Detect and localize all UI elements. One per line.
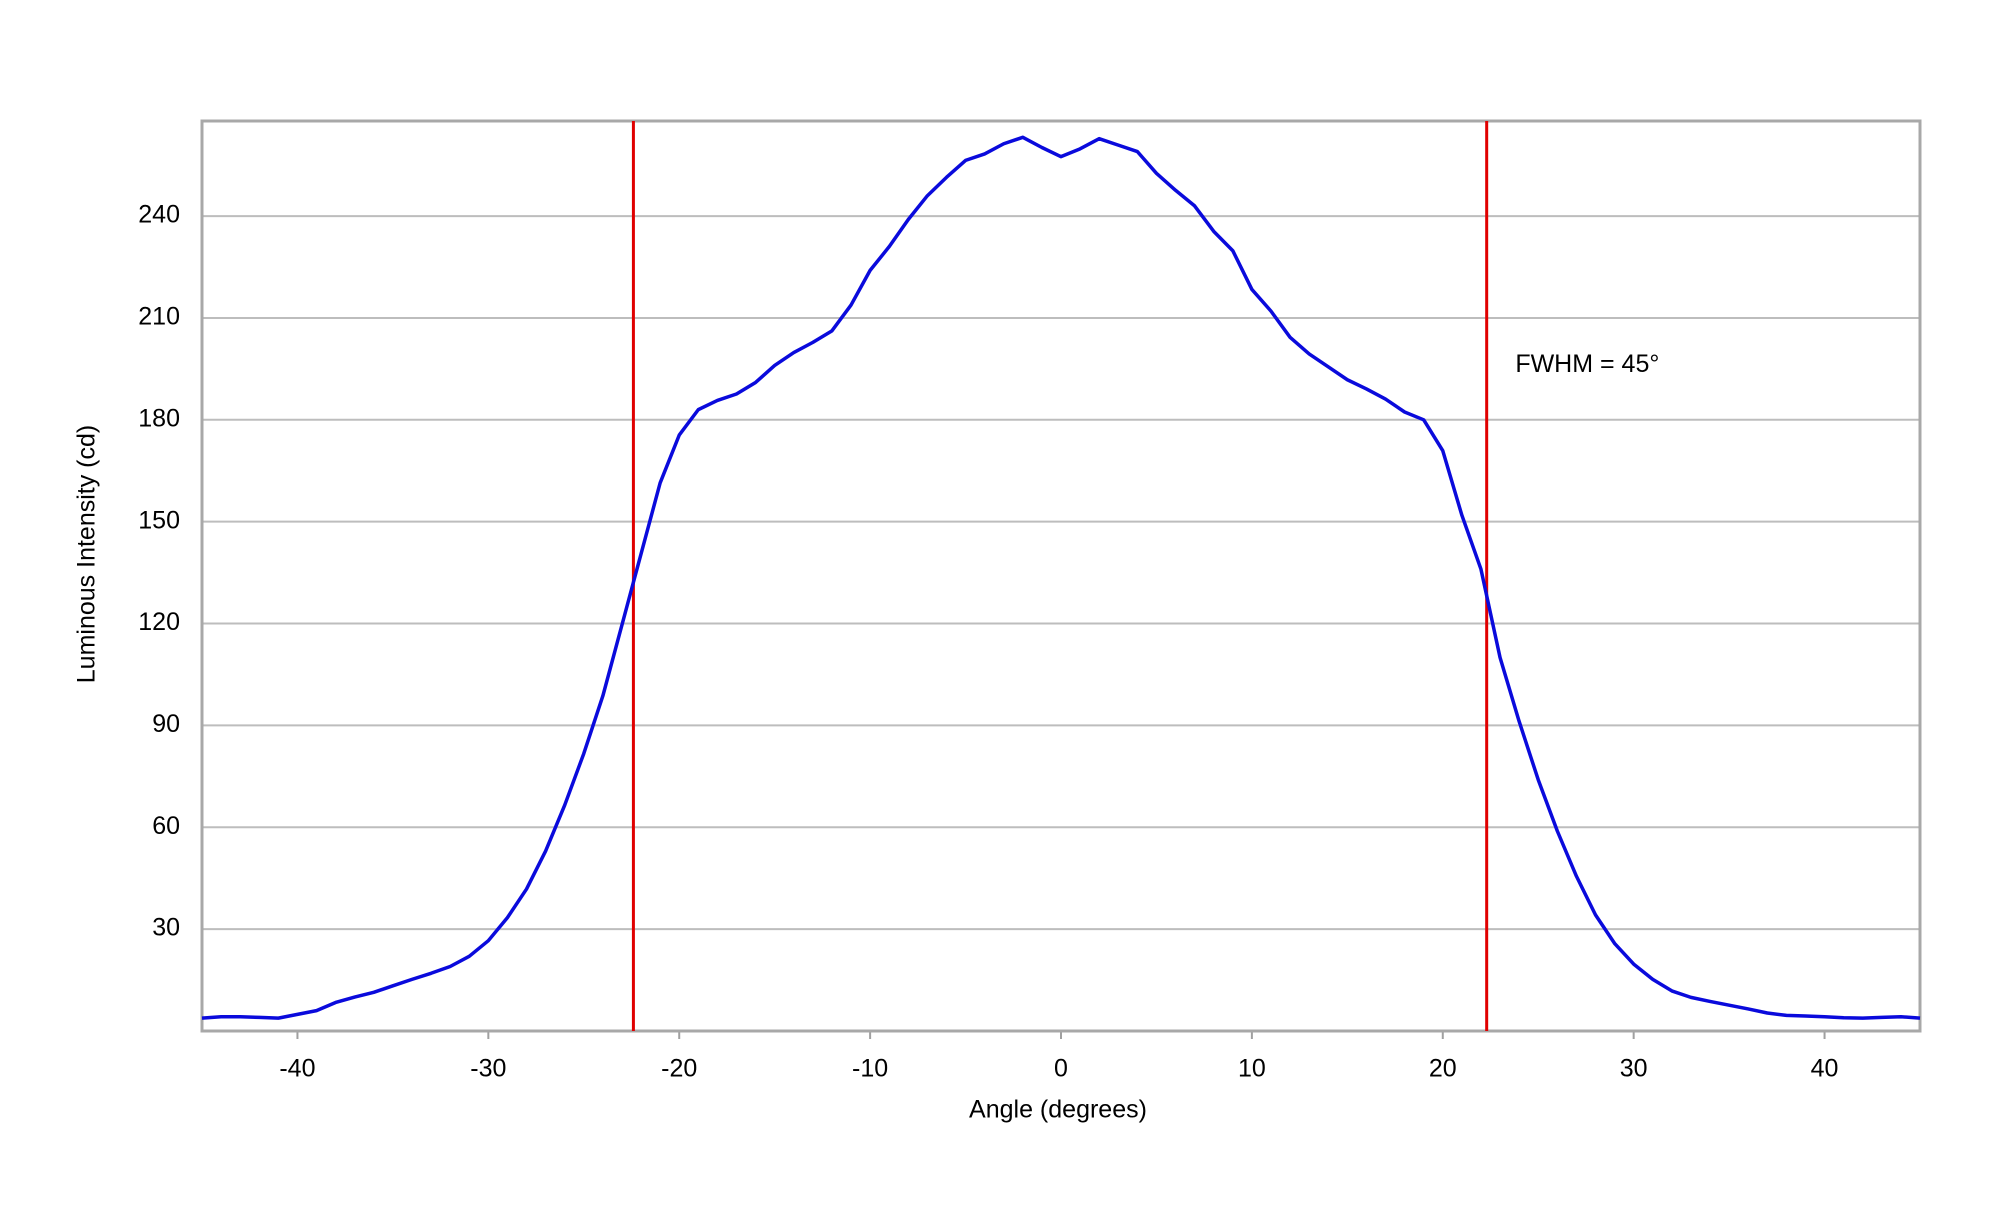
x-tick-label: -30 (470, 1055, 506, 1083)
x-tick-label: -40 (279, 1055, 315, 1083)
annotation: FWHM = 45° (1515, 350, 1659, 378)
x-axis-label: Angle (degrees) (969, 1096, 1147, 1124)
y-tick-label: 210 (138, 303, 180, 331)
y-tick-label: 60 (152, 812, 180, 840)
y-tick-label: 180 (138, 404, 180, 432)
x-tick-label: 40 (1811, 1055, 1839, 1083)
x-tick-label: 0 (1054, 1055, 1068, 1083)
x-tick-label: 20 (1429, 1055, 1457, 1083)
x-tick-label: -20 (661, 1055, 697, 1083)
data-line (201, 135, 1921, 1020)
x-tick-label: -10 (852, 1055, 888, 1083)
y-tick-label: 120 (138, 608, 180, 636)
y-tick-label: 30 (152, 914, 180, 942)
x-tick-label: 10 (1238, 1055, 1266, 1083)
plot-border (200, 119, 1922, 1033)
y-axis-label: Luminous Intensity (cd) (73, 425, 101, 683)
y-tick-label: 150 (138, 506, 180, 534)
x-tick-label: 30 (1620, 1055, 1648, 1083)
y-tick-label: 240 (138, 201, 180, 229)
y-tick-label: 90 (152, 710, 180, 738)
